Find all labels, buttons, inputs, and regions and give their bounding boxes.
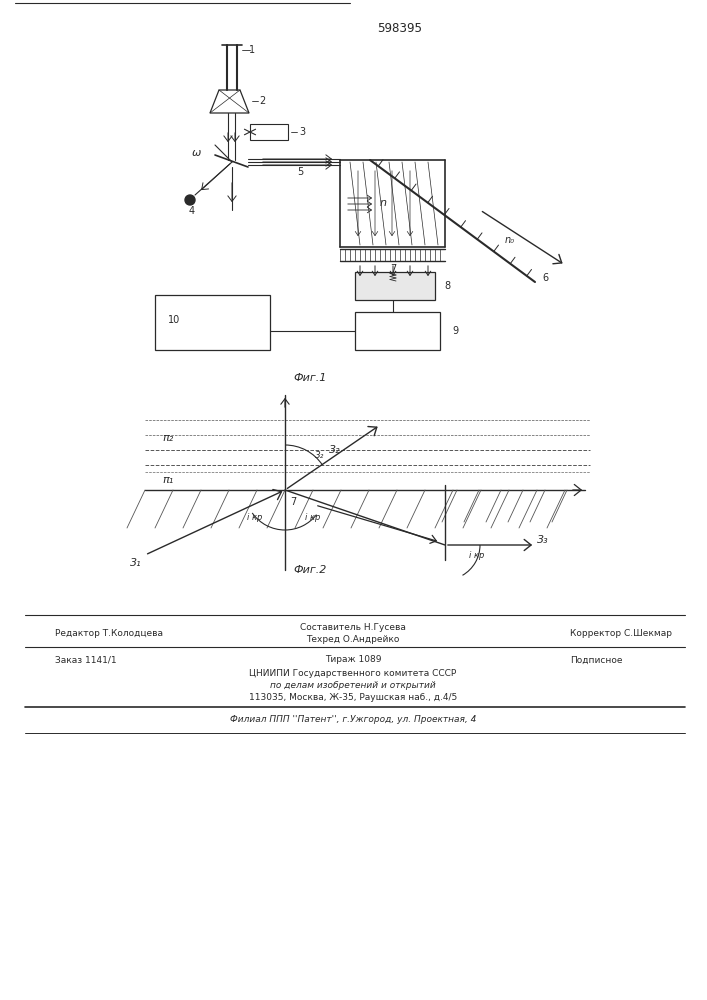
Text: 3₃: 3₃ bbox=[537, 535, 549, 545]
Text: по делам изобретений и открытий: по делам изобретений и открытий bbox=[270, 680, 436, 690]
Text: Составитель Н.Гусева: Составитель Н.Гусева bbox=[300, 622, 406, 632]
Text: ω: ω bbox=[192, 148, 201, 158]
Text: Фиг.1: Фиг.1 bbox=[293, 373, 327, 383]
Text: 3₂: 3₂ bbox=[315, 450, 325, 460]
Text: 5: 5 bbox=[297, 167, 303, 177]
Text: Подписное: Подписное bbox=[570, 656, 622, 664]
Text: ЦНИИПИ Государственного комитета СССР: ЦНИИПИ Государственного комитета СССР bbox=[250, 668, 457, 678]
Text: 2: 2 bbox=[259, 96, 265, 106]
Text: n₀: n₀ bbox=[505, 235, 515, 245]
Bar bbox=[250, 124, 288, 140]
Text: Техред О.Андрейко: Техред О.Андрейко bbox=[306, 635, 399, 644]
Text: Редактор Т.Колодцева: Редактор Т.Колодцева bbox=[55, 629, 163, 638]
Bar bbox=[355, 312, 440, 350]
Text: 3₂: 3₂ bbox=[329, 445, 341, 455]
Text: Заказ 1141/1: Заказ 1141/1 bbox=[55, 656, 117, 664]
Text: 7: 7 bbox=[390, 264, 396, 274]
Bar bbox=[155, 295, 270, 350]
Text: 6: 6 bbox=[542, 273, 548, 283]
Text: i кр: i кр bbox=[305, 514, 321, 522]
Text: 7: 7 bbox=[290, 497, 296, 507]
Text: Тираж 1089: Тираж 1089 bbox=[325, 656, 381, 664]
Circle shape bbox=[185, 195, 195, 205]
Text: 9: 9 bbox=[452, 326, 458, 336]
Text: Фиг.2: Фиг.2 bbox=[293, 565, 327, 575]
Text: i кр: i кр bbox=[247, 514, 263, 522]
Text: 598395: 598395 bbox=[378, 21, 423, 34]
Text: 8: 8 bbox=[444, 281, 450, 291]
Text: Филиал ППП ''Патент'', г.Ужгород, ул. Проектная, 4: Филиал ППП ''Патент'', г.Ужгород, ул. Пр… bbox=[230, 716, 477, 724]
Text: 10: 10 bbox=[168, 315, 180, 325]
Text: 113035, Москва, Ж-35, Раушская наб., д.4/5: 113035, Москва, Ж-35, Раушская наб., д.4… bbox=[249, 692, 457, 702]
Text: 3: 3 bbox=[299, 127, 305, 137]
Text: Корректор С.Шекмар: Корректор С.Шекмар bbox=[570, 629, 672, 638]
Text: 3₁: 3₁ bbox=[130, 558, 142, 568]
Text: π₂: π₂ bbox=[163, 433, 174, 443]
Bar bbox=[355, 272, 435, 300]
Text: 4: 4 bbox=[189, 206, 195, 216]
Text: n: n bbox=[380, 198, 387, 208]
Text: 1: 1 bbox=[249, 45, 255, 55]
Text: π₁: π₁ bbox=[163, 475, 174, 485]
Text: i кр: i кр bbox=[469, 550, 485, 560]
